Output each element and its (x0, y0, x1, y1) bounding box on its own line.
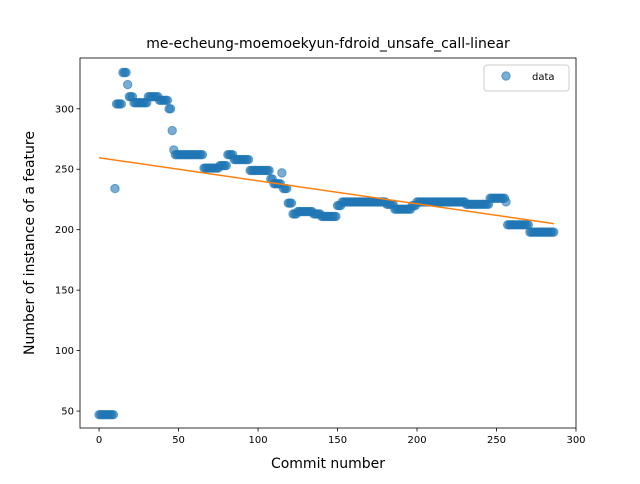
axes-frame (79, 57, 577, 429)
data-point (549, 227, 559, 237)
x-tick-label: 200 (407, 435, 426, 446)
data-point (221, 160, 231, 171)
x-axis-label: Commit number (271, 456, 385, 472)
x-tick-label: 0 (96, 435, 102, 446)
x-tick-label: 50 (172, 435, 185, 446)
data-point (167, 125, 177, 136)
data-point (243, 154, 254, 165)
data-point (122, 79, 133, 90)
legend: data (483, 64, 570, 92)
x-tick-label: 300 (566, 435, 585, 446)
data-point (162, 95, 173, 106)
chart-title: me-echeung-moemoekyun-fdroid_unsafe_call… (146, 36, 510, 52)
data-point (197, 150, 208, 160)
data-point (165, 104, 176, 114)
data-point (277, 168, 287, 178)
x-tick-label: 250 (487, 435, 506, 446)
y-tick-label: 250 (55, 165, 74, 176)
fit-line (98, 157, 554, 225)
x-tick-label: 150 (328, 435, 347, 446)
legend-marker-data (501, 71, 511, 81)
y-axis: 50 100 150 200 250 300 (55, 104, 80, 418)
data-point (286, 198, 297, 208)
legend-label-data: data (532, 72, 555, 83)
legend-box (483, 64, 570, 92)
data-point (501, 197, 511, 207)
y-tick-label: 50 (61, 407, 74, 418)
data-point (110, 183, 120, 194)
data-point (121, 67, 131, 78)
data-point (116, 99, 127, 109)
y-axis-label: Number of instance of a feature (22, 131, 38, 355)
plot-area (94, 67, 559, 420)
y-tick-label: 150 (55, 286, 74, 297)
data-point (108, 410, 119, 420)
x-axis: 0 50 100 150 200 250 300 (96, 428, 586, 446)
y-tick-label: 300 (55, 104, 74, 115)
y-tick-label: 200 (55, 225, 74, 236)
y-tick-label: 100 (55, 346, 74, 357)
data-point (264, 165, 274, 176)
data-point (331, 211, 341, 222)
x-tick-label: 100 (249, 435, 268, 446)
